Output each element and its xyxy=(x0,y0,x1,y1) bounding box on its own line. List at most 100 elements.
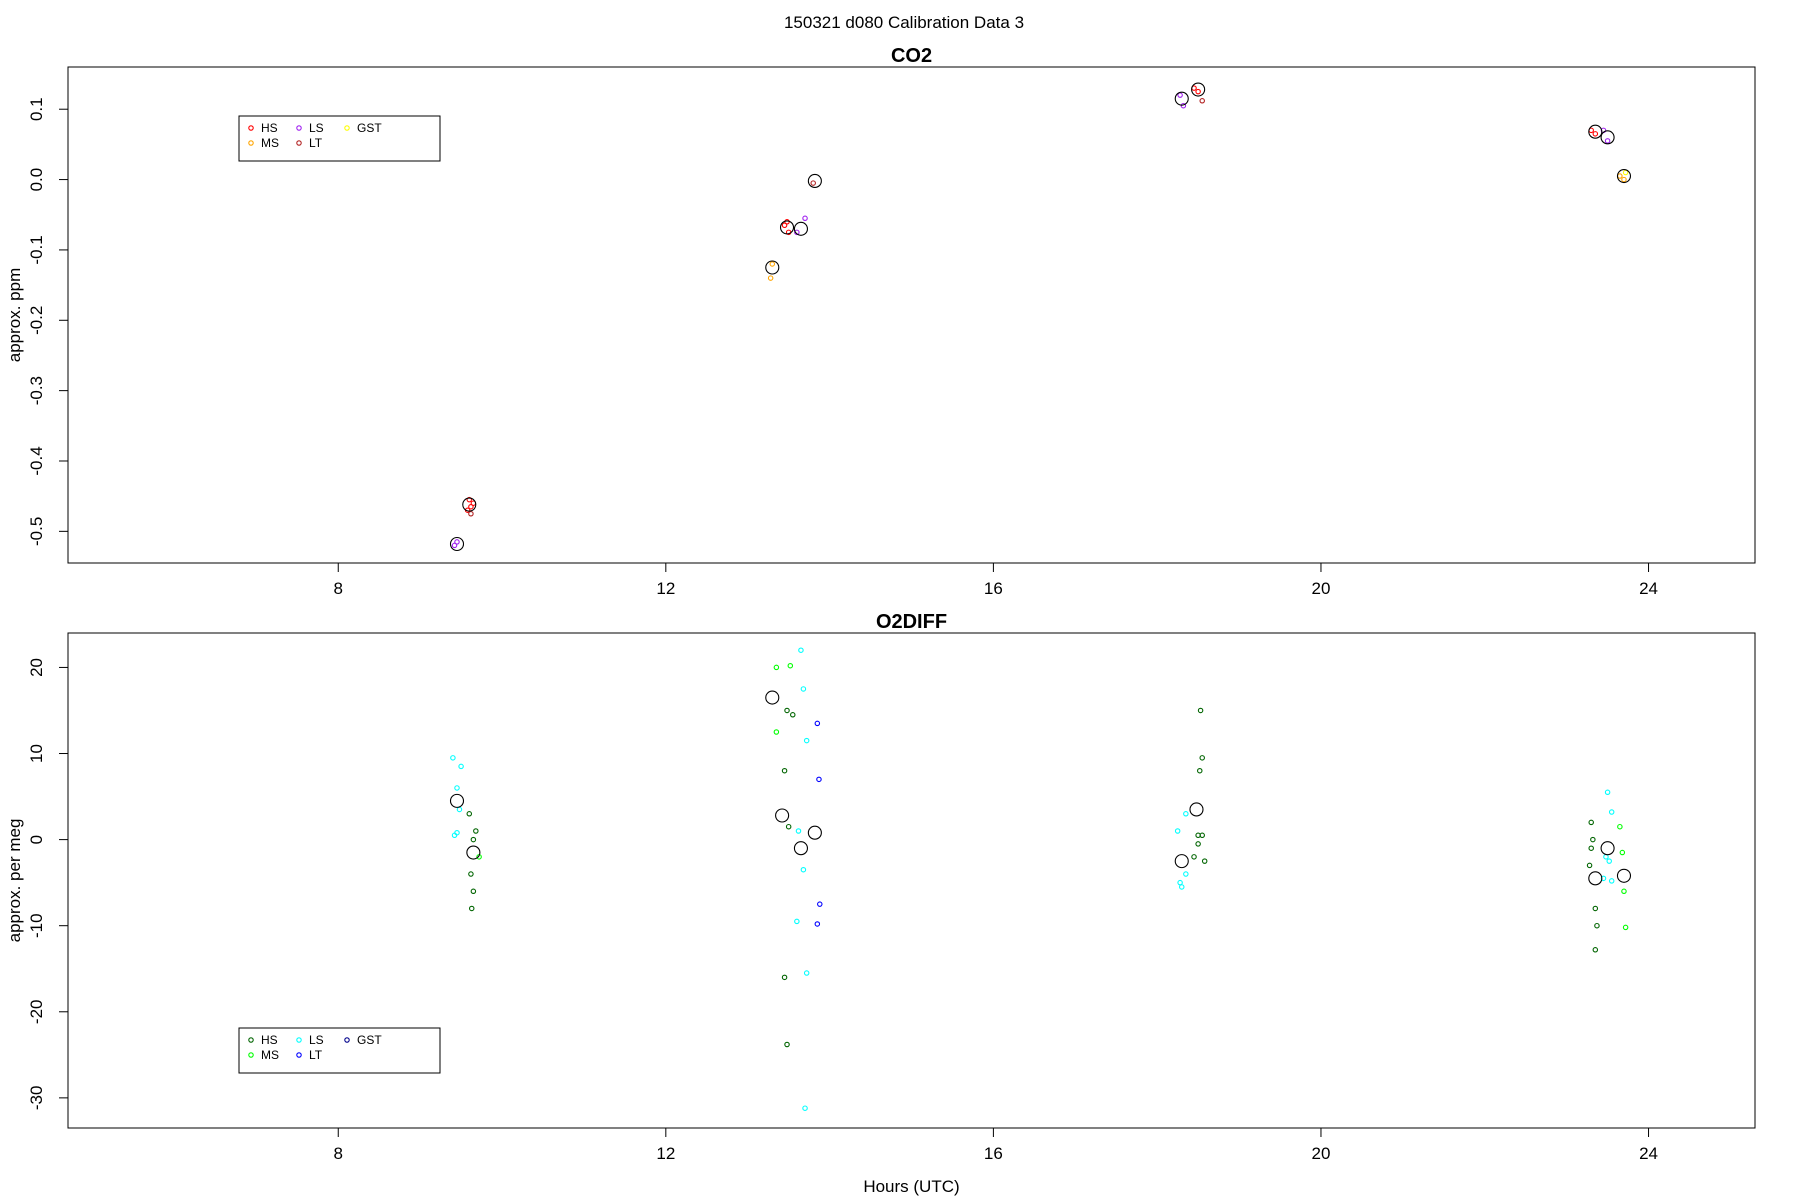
co2-legend-label: MS xyxy=(261,136,279,150)
o2diff-mean-marker xyxy=(466,845,481,860)
o2diff-point-ls xyxy=(800,866,807,873)
co2-legend-label: GST xyxy=(357,121,382,135)
o2diff-point-hs xyxy=(1588,845,1594,851)
o2diff-x-tick-label: 8 xyxy=(334,1144,343,1163)
o2diff-legend-marker xyxy=(296,1037,302,1043)
o2diff-point-lt xyxy=(817,901,823,907)
co2-point-ms xyxy=(1617,173,1623,179)
o2diff-point-hs xyxy=(1201,858,1208,864)
co2-point-gst xyxy=(1622,169,1629,176)
co2-panel: CO2 8 12 16 20 24 -0.5 -0.4 -0.3 -0.2 -0.1 0.0 0.1 ap… xyxy=(5,45,1756,598)
o2diff-mean-marker xyxy=(1616,868,1632,883)
co2-point-hs xyxy=(468,503,474,510)
o2diff-point-ls xyxy=(800,686,807,692)
o2diff-point-hs xyxy=(466,811,473,817)
o2diff-title: O2DIFF xyxy=(876,611,947,633)
co2-point-hs xyxy=(1592,131,1599,137)
co2-mean-marker xyxy=(449,536,465,552)
o2diff-point-ls xyxy=(1603,854,1609,860)
figure-title: 150321 d080 Calibration Data 3 xyxy=(784,13,1024,32)
co2-point-ls xyxy=(1604,138,1611,144)
o2diff-y-axis-label: approx. per meg xyxy=(5,819,24,943)
o2diff-point-ls xyxy=(454,829,460,836)
o2diff-point-ls xyxy=(795,828,802,834)
o2diff-point-hs xyxy=(470,836,477,843)
co2-x-tick-label: 8 xyxy=(334,579,343,598)
o2diff-point-ls xyxy=(1608,809,1615,815)
o2diff-legend-marker xyxy=(248,1052,254,1058)
co2-point-hs xyxy=(781,222,788,229)
o2diff-point-hs xyxy=(1590,836,1596,843)
o2diff-y-tick-label: -20 xyxy=(27,999,46,1024)
o2diff-point-ms xyxy=(1622,924,1629,931)
o2diff-point-ls xyxy=(450,755,456,761)
o2diff-x-tick-label: 12 xyxy=(656,1144,675,1163)
co2-mean-marker xyxy=(1191,82,1206,97)
o2diff-legend-marker xyxy=(248,1037,254,1043)
o2diff-legend-label: LT xyxy=(309,1048,323,1062)
o2diff-legend-box xyxy=(238,1027,441,1074)
o2diff-mean-marker xyxy=(765,690,780,705)
o2diff-point-ls xyxy=(803,737,810,744)
o2diff-point-hs xyxy=(1592,947,1599,953)
o2diff-legend-label: GST xyxy=(357,1033,382,1047)
o2diff-mean-marker xyxy=(1174,854,1189,869)
o2diff-point-hs xyxy=(473,828,479,834)
co2-mean-marker xyxy=(1600,130,1615,145)
co2-mean-marker xyxy=(1588,124,1603,139)
co2-y-tick-label: -0.1 xyxy=(27,235,46,264)
o2diff-point-hs xyxy=(1199,755,1205,761)
co2-point-ms xyxy=(769,261,776,267)
co2-legend-marker xyxy=(248,125,254,131)
o2diff-legend-marker xyxy=(344,1037,350,1043)
o2diff-point-ms xyxy=(1619,849,1626,856)
co2-point-hs xyxy=(466,496,473,503)
o2diff-mean-marker xyxy=(807,825,822,840)
co2-plot-frame xyxy=(67,66,1756,564)
o2diff-point-hs xyxy=(1588,819,1594,826)
o2diff-point-hs xyxy=(781,974,788,981)
o2diff-mean-marker xyxy=(793,841,808,856)
o2diff-legend-marker xyxy=(296,1052,302,1058)
o2diff-plot-frame xyxy=(67,632,1756,1129)
co2-point-lt xyxy=(1199,98,1205,104)
o2diff-legend-label: MS xyxy=(261,1048,279,1062)
o2diff-point-ls xyxy=(794,918,800,925)
o2diff-x-tick-label: 20 xyxy=(1312,1144,1331,1163)
o2diff-point-hs xyxy=(470,888,477,895)
co2-point-lt xyxy=(810,180,816,186)
co2-x-tick-label: 24 xyxy=(1639,579,1658,598)
o2diff-legend-label: LS xyxy=(309,1033,324,1047)
o2diff-point-hs xyxy=(784,1041,790,1048)
o2diff-panel: O2DIFF 8 12 16 20 24 -30 -20 -10 0 10 20 approx. per… xyxy=(5,611,1756,1196)
o2diff-mean-marker xyxy=(1189,802,1204,817)
o2diff-x-tick-label: 16 xyxy=(984,1144,1003,1163)
co2-point-hs xyxy=(784,219,790,225)
o2diff-point-hs xyxy=(1586,862,1593,869)
co2-point-ls xyxy=(1180,102,1187,109)
o2diff-point-ls xyxy=(803,970,810,976)
co2-point-lt xyxy=(468,511,474,517)
o2diff-point-ms xyxy=(773,729,780,735)
co2-mean-marker xyxy=(462,497,477,512)
co2-mean-marker xyxy=(765,260,780,275)
o2diff-point-ms xyxy=(773,664,780,671)
co2-y-tick-label: 0.1 xyxy=(27,97,46,121)
co2-mean-marker xyxy=(1174,91,1189,106)
co2-legend-label: LS xyxy=(309,121,324,135)
o2diff-point-ls xyxy=(1178,884,1185,890)
o2diff-point-hs xyxy=(1195,841,1201,847)
co2-y-tick-label: -0.2 xyxy=(27,306,46,335)
o2diff-x-axis-label: Hours (UTC) xyxy=(863,1177,959,1196)
o2diff-point-lt xyxy=(814,720,821,727)
co2-legend-marker xyxy=(296,140,302,146)
co2-point-ms xyxy=(1621,176,1627,183)
co2-y-tick-label: -0.3 xyxy=(27,376,46,405)
o2diff-y-tick-label: -10 xyxy=(27,913,46,938)
o2diff-y-tick-label: -30 xyxy=(27,1086,46,1111)
o2diff-point-ls xyxy=(1604,789,1611,796)
o2diff-point-ls xyxy=(802,1105,808,1111)
co2-mean-marker xyxy=(793,221,808,236)
